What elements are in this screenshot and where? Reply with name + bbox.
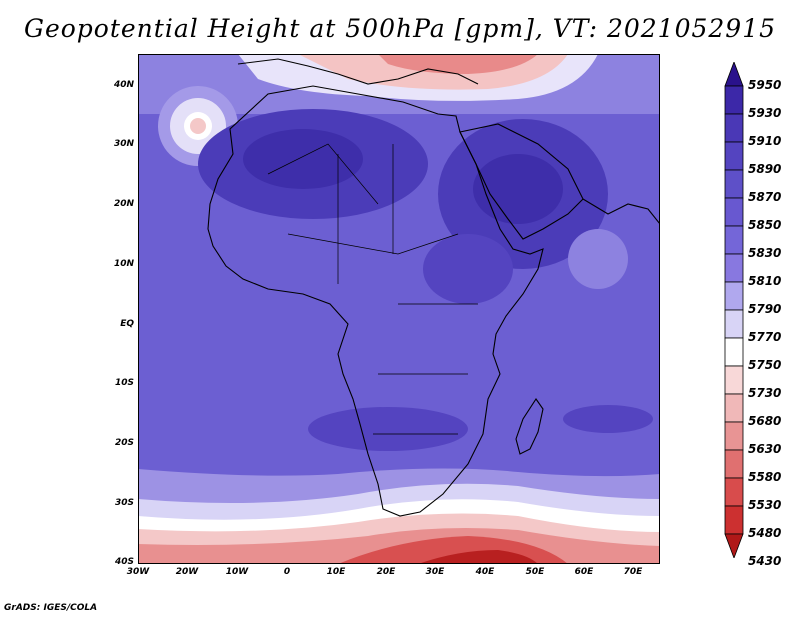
colorbar [724,62,744,558]
high-arabia-core [473,154,563,224]
colorbar-level-label: 5750 [748,358,782,372]
map-border [138,54,660,564]
colorbar-swatch [724,225,744,255]
high-east-africa [423,234,513,304]
chart-title: Geopotential Height at 500hPa [gpm], VT:… [23,14,777,43]
colorbar-level-label: 5770 [748,330,782,344]
cutoff-low-core [190,118,206,134]
lat-tick-label: 20S [114,438,134,448]
credit-label: GrADS: IGES/COLA [4,603,98,613]
colorbar-level-label: 5890 [748,162,782,176]
lon-tick-label: 20E [376,567,396,577]
lat-tick-label: EQ [120,319,134,329]
lon-tick-label: 50E [525,567,545,577]
colorbar-level-label: 5730 [748,386,782,400]
border-line [287,233,459,255]
lon-tick-label: 30W [126,567,150,577]
colorbar-swatch [724,85,744,115]
lat-tick-label: 30S [114,498,134,508]
colorbar-level-label: 5430 [748,554,782,568]
map-panel [138,54,660,564]
lon-tick-label: 30E [425,567,445,577]
country-borders [267,143,478,435]
lat-tick-label: 40N [113,80,134,90]
map-canvas [138,54,660,564]
colorbar-swatch [724,337,744,367]
coastlines [207,58,660,517]
colorbar-swatch [724,253,744,283]
lon-tick-label: 0 [283,567,291,577]
high-south-africa [308,407,468,451]
colorbar-level-label: 5790 [748,302,782,316]
lon-tick-label: 40E [475,567,495,577]
field-south-band7 [418,550,538,564]
lon-tick-label: 10W [225,567,249,577]
colorbar-swatch [724,113,744,143]
lat-tick-label: 30N [113,139,134,149]
colorbar-level-label: 5810 [748,274,782,288]
lon-tick-label: 20W [175,567,199,577]
colorbar-level-label: 5930 [748,106,782,120]
colorbar-level-label: 5950 [748,78,782,92]
lat-tick-label: 40S [114,557,134,567]
border-line [267,143,379,205]
colorbar-level-label: 5530 [748,498,782,512]
colorbar-swatch [724,281,744,311]
lat-tick-label: 10N [113,259,134,269]
asia-coastline [582,198,660,225]
lon-tick-label: 60E [574,567,594,577]
lat-tick-label: 20N [113,199,134,209]
lon-tick-label: 70E [623,567,643,577]
colorbar-level-label: 5850 [748,218,782,232]
colorbar-swatch [724,365,744,395]
colorbar-arrow-bottom [724,533,744,558]
lat-tick-label: 10S [114,378,134,388]
high-sahara-core [243,129,363,189]
colorbar-level-label: 5680 [748,414,782,428]
colorbar-swatch [724,449,744,479]
colorbar-level-label: 5910 [748,134,782,148]
colorbar-swatch [724,197,744,227]
colorbar-level-label: 5830 [748,246,782,260]
colorbar-swatch [724,393,744,423]
light-indian-ocean [568,229,628,289]
colorbar-swatch [724,505,744,535]
colorbar-swatch [724,421,744,451]
lon-tick-label: 10E [326,567,346,577]
colorbar-swatch [724,477,744,507]
field-north-red [378,54,538,74]
colorbar-swatch [724,169,744,199]
high-indian-ocean [563,405,653,433]
colorbar-swatch [724,141,744,171]
colorbar-level-label: 5630 [748,442,782,456]
madagascar-coastline [515,398,544,455]
colorbar-level-label: 5480 [748,526,782,540]
colorbar-level-label: 5580 [748,470,782,484]
europe-coastline [237,58,479,85]
colorbar-swatch [724,309,744,339]
arabia-coastline [459,123,584,240]
colorbar-level-label: 5870 [748,190,782,204]
colorbar-arrow-top [724,62,744,87]
